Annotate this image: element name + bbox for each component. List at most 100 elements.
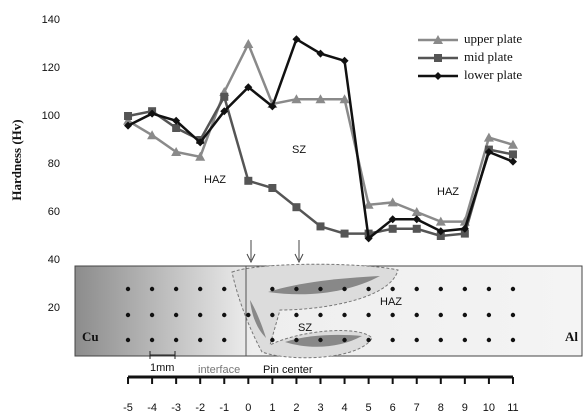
indent-dot <box>342 338 346 342</box>
schematic-label: Pin center <box>263 364 313 376</box>
y-tick-label: 100 <box>42 110 60 122</box>
indent-dot <box>174 287 178 291</box>
legend-label: mid plate <box>464 49 513 64</box>
indent-dot <box>294 338 298 342</box>
indent-dot <box>415 338 419 342</box>
indent-dot <box>487 338 491 342</box>
schematic-label: interface <box>198 364 240 376</box>
indent-dot <box>318 287 322 291</box>
x-tick-label: 10 <box>483 402 495 414</box>
indent-dot <box>198 313 202 317</box>
series-line <box>128 39 513 238</box>
x-tick-label: -2 <box>195 402 205 414</box>
annotation: SZ <box>292 144 306 156</box>
x-tick-label: -1 <box>219 402 229 414</box>
x-tick-label: -5 <box>123 402 133 414</box>
schematic-label: HAZ <box>380 296 402 308</box>
indent-dot <box>439 287 443 291</box>
x-tick-label: 7 <box>414 402 420 414</box>
indent-dot <box>318 338 322 342</box>
marker <box>509 150 517 158</box>
indent-dot <box>342 287 346 291</box>
x-tick-label: 5 <box>366 402 372 414</box>
y-tick-label: 20 <box>48 302 60 314</box>
y-tick-label: 60 <box>48 206 60 218</box>
indent-dot <box>222 338 226 342</box>
schematic-label: SZ <box>298 322 312 334</box>
indent-dot <box>150 287 154 291</box>
indent-dot <box>222 313 226 317</box>
marker <box>172 124 180 132</box>
indent-dot <box>222 287 226 291</box>
indent-dot <box>126 313 130 317</box>
y-tick-label: 40 <box>48 254 60 266</box>
annotation: HAZ <box>204 174 226 186</box>
indent-dot <box>246 313 250 317</box>
indent-dot <box>126 287 130 291</box>
indent-dot <box>487 313 491 317</box>
indent-dot <box>270 287 274 291</box>
indent-dot <box>342 313 346 317</box>
marker <box>389 225 397 233</box>
indent-dot <box>270 313 274 317</box>
x-tick-label: 6 <box>390 402 396 414</box>
schematic-label: Al <box>565 329 578 344</box>
legend-label: upper plate <box>464 31 522 46</box>
marker <box>244 177 252 185</box>
x-tick-label: 8 <box>438 402 444 414</box>
x-tick-label: 0 <box>245 402 251 414</box>
marker <box>124 112 132 120</box>
marker <box>434 54 442 62</box>
y-tick-label: 120 <box>42 62 60 74</box>
x-tick-label: -4 <box>147 402 157 414</box>
indent-dot <box>366 313 370 317</box>
indent-dot <box>198 338 202 342</box>
indent-dot <box>390 338 394 342</box>
x-tick-label: 1 <box>269 402 275 414</box>
marker <box>484 133 494 142</box>
x-tick-label: 9 <box>462 402 468 414</box>
chart: Cu Al 1mm interface Pin center HAZ SZ HA… <box>0 0 583 418</box>
indent-dot <box>390 313 394 317</box>
marker <box>292 203 300 211</box>
legend-label: lower plate <box>464 67 522 82</box>
indent-dot <box>511 338 515 342</box>
indent-dot <box>126 338 130 342</box>
indent-dot <box>366 287 370 291</box>
indent-dot <box>174 313 178 317</box>
marker <box>341 230 349 238</box>
indent-dot <box>390 287 394 291</box>
marker <box>317 222 325 230</box>
x-tick-label: 2 <box>293 402 299 414</box>
schematic-label: 1mm <box>150 362 174 374</box>
indent-dot <box>487 287 491 291</box>
annotation: HAZ <box>437 186 459 198</box>
indent-dot <box>294 287 298 291</box>
marker <box>413 215 421 223</box>
indent-dot <box>366 338 370 342</box>
marker <box>413 225 421 233</box>
indent-dot <box>174 338 178 342</box>
indent-dot <box>415 313 419 317</box>
indent-dot <box>511 287 515 291</box>
indent-dot <box>439 338 443 342</box>
marker <box>147 130 157 139</box>
marker <box>268 184 276 192</box>
indent-dot <box>150 338 154 342</box>
indent-dot <box>463 287 467 291</box>
y-axis-title: Hardness (Hv) <box>9 119 24 200</box>
y-tick-label: 140 <box>42 14 60 26</box>
x-tick-label: -3 <box>171 402 181 414</box>
marker <box>509 158 517 166</box>
y-tick-label: 80 <box>48 158 60 170</box>
indent-dot <box>415 287 419 291</box>
schematic-label: Cu <box>82 329 99 344</box>
x-tick-label: 3 <box>317 402 323 414</box>
indent-dot <box>150 313 154 317</box>
marker <box>341 57 349 65</box>
indent-dot <box>270 338 274 342</box>
marker <box>243 39 253 48</box>
series-line <box>128 97 513 236</box>
indent-dot <box>318 313 322 317</box>
x-tick-label: 11 <box>507 402 518 414</box>
